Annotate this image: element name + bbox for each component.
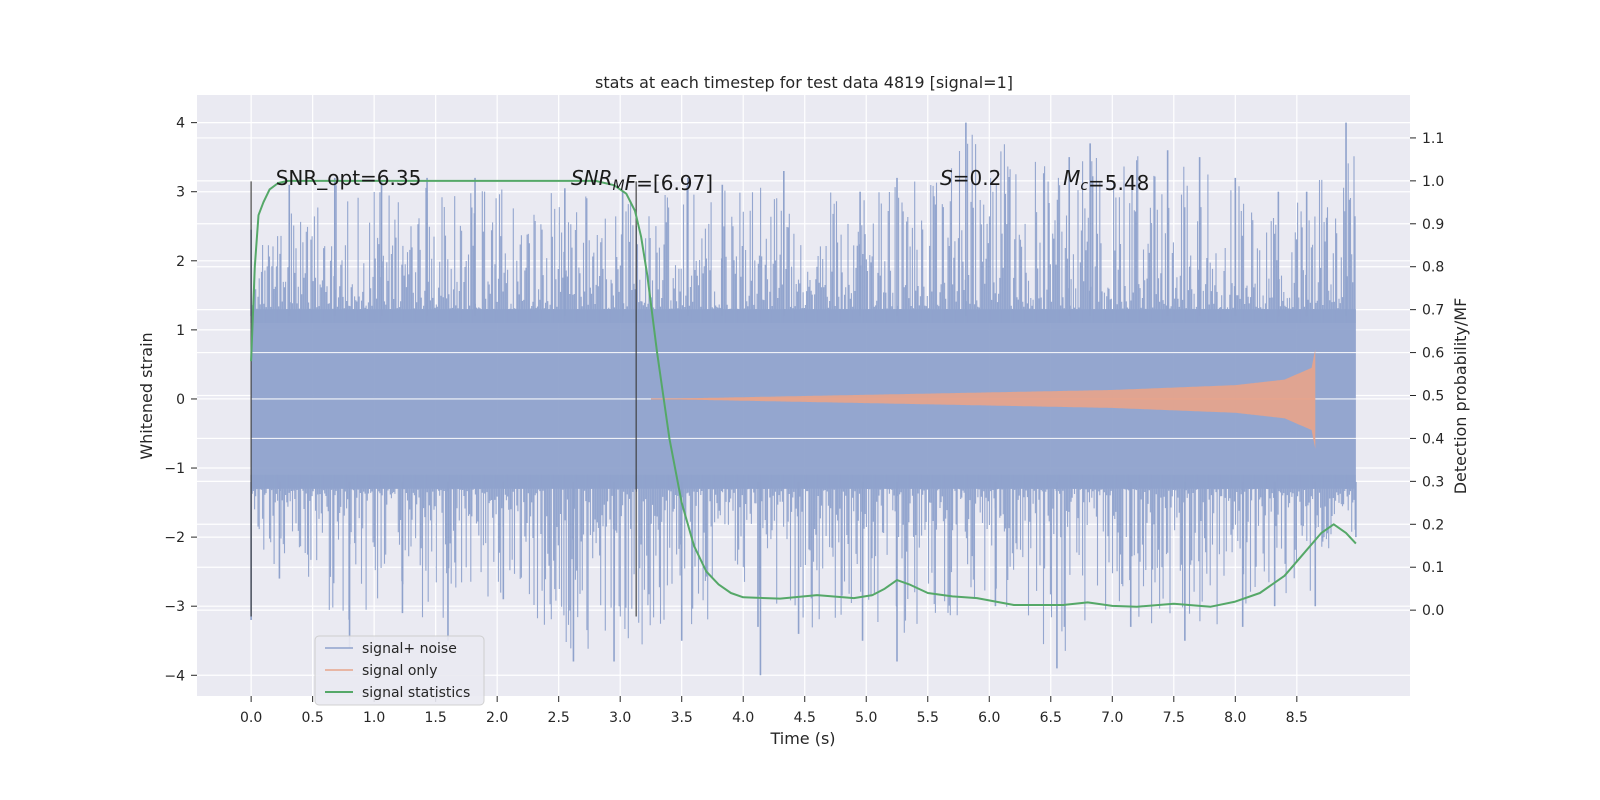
annotation-value: =0.2: [953, 166, 1002, 190]
chart-title: stats at each timestep for test data 481…: [595, 73, 1013, 92]
y-tick-label: 2: [176, 254, 185, 270]
x-tick-label: 1.5: [425, 710, 447, 726]
legend-label: signal+ noise: [362, 641, 457, 657]
y-right-tick-label: 0.9: [1422, 217, 1444, 233]
y-axis-label: Whitened strain: [137, 332, 156, 459]
signal-only-series: [650, 349, 1316, 449]
signal-statistics-line: [250, 179, 1357, 608]
y-tick-label: 3: [176, 185, 185, 201]
x-tick-label: 3.5: [671, 710, 693, 726]
x-tick-label: 6.0: [978, 710, 1000, 726]
annotations: SNR_opt=6.35 SNRMF=[6.97] S=0.2 Mc=5.48: [276, 166, 1150, 195]
x-tick-label: 0.5: [302, 710, 324, 726]
x-tick-label: 6.5: [1040, 710, 1062, 726]
y-right-tick-label: 1.0: [1422, 174, 1444, 190]
y-right-axis-ticks: 0.0 0.1 0.2 0.3 0.4 0.5 0.6 0.7 0.8 0.9 1.0 1.1: [1410, 131, 1444, 619]
y-tick-label: 0: [176, 392, 185, 408]
annotation-label: SNRMF=[6.97]: [571, 166, 713, 195]
legend-label: signal only: [362, 663, 437, 679]
y-tick-label: 4: [176, 116, 185, 132]
y-right-axis-label: Detection probability/MF: [1451, 298, 1470, 495]
annotation-subscript: M: [613, 178, 625, 194]
y-tick-label: 1: [176, 323, 185, 339]
y-right-tick-label: 0.6: [1422, 346, 1444, 362]
x-tick-label: 1.0: [363, 710, 385, 726]
annotation-symbol: M: [1063, 166, 1080, 190]
annotation-symbol: S: [940, 166, 953, 190]
y-right-tick-label: 1.1: [1422, 131, 1444, 147]
signal-statistics-series: [250, 179, 1357, 608]
legend: signal+ noise signal only signal statistic…: [314, 635, 485, 706]
x-axis-ticks: 0.0 0.5 1.0 1.5 2.0 2.5 3.0 3.5 4.0 4.5 5.0 5.5 6.0 6…: [240, 696, 1308, 726]
annotation-subscript: c: [1080, 178, 1088, 194]
x-tick-label: 5.0: [855, 710, 877, 726]
annotation-suffix: F: [625, 171, 637, 195]
y-axis-ticks: −4 −3 −2 −1 0 1 2 3 4: [164, 116, 197, 684]
vertical-markers: [250, 181, 637, 617]
y-right-tick-label: 0.4: [1422, 431, 1444, 447]
y-right-tick-label: 0.5: [1422, 389, 1444, 405]
annotation-value: =5.48: [1088, 171, 1149, 195]
annotation-label: SNR_opt=6.35: [276, 166, 422, 190]
x-tick-label: 7.0: [1101, 710, 1123, 726]
y-right-tick-label: 0.2: [1422, 517, 1444, 533]
x-tick-label: 4.0: [732, 710, 754, 726]
y-right-tick-label: 0.1: [1422, 560, 1444, 576]
y-tick-label: −3: [164, 599, 185, 615]
annotation-value: =6.35: [360, 166, 421, 190]
y-right-tick-label: 0.0: [1422, 603, 1444, 619]
x-tick-label: 2.0: [486, 710, 508, 726]
legend-box: [314, 635, 485, 706]
annotation-value: =[6.97]: [636, 171, 713, 195]
x-tick-label: 4.5: [794, 710, 816, 726]
y-right-tick-label: 0.7: [1422, 303, 1444, 319]
x-tick-label: 8.0: [1224, 710, 1246, 726]
annotation-label: Mc=5.48: [1063, 166, 1149, 195]
y-right-tick-label: 0.8: [1422, 260, 1444, 276]
x-tick-label: 0.0: [240, 710, 262, 726]
x-tick-label: 7.5: [1163, 710, 1185, 726]
x-tick-label: 5.5: [917, 710, 939, 726]
x-axis-label: Time (s): [769, 729, 835, 748]
y-right-tick-label: 0.3: [1422, 474, 1444, 490]
annotation-symbol: SNR_opt: [276, 166, 360, 190]
annotation-label: S=0.2: [940, 166, 1001, 190]
y-tick-label: −4: [164, 668, 185, 684]
annotation-symbol: SNR: [571, 166, 613, 190]
legend-label: signal statistics: [362, 685, 470, 701]
x-tick-label: 8.5: [1286, 710, 1308, 726]
y-tick-label: −2: [164, 530, 185, 546]
y-tick-label: −1: [164, 461, 185, 477]
x-tick-label: 2.5: [548, 710, 570, 726]
x-tick-label: 3.0: [609, 710, 631, 726]
